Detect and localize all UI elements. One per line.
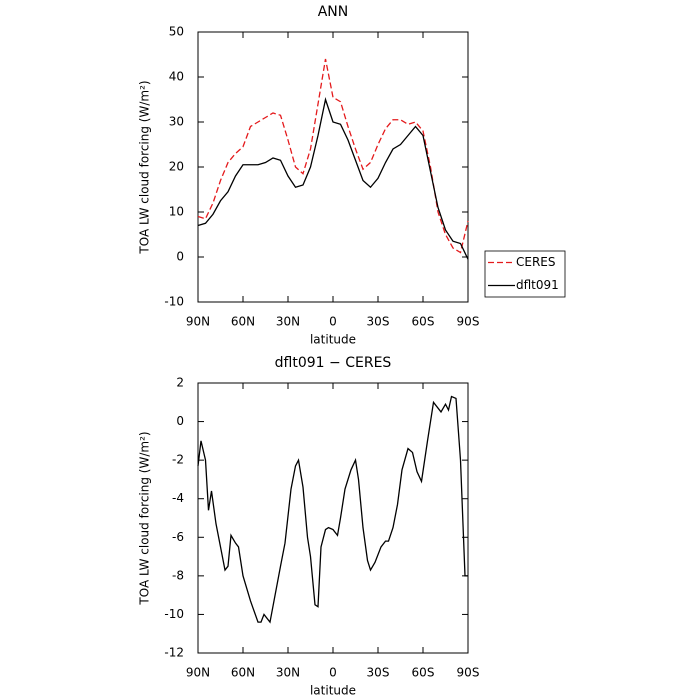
y-tick-label: 2 <box>176 376 184 390</box>
y-tick-label: 10 <box>169 205 184 219</box>
plot-frame <box>197 382 469 654</box>
y-axis-label: TOA LW cloud forcing (W/m²) <box>138 431 152 605</box>
y-tick-label: -10 <box>164 295 184 309</box>
x-tick-label: 60S <box>412 315 435 329</box>
series-line <box>197 97 469 260</box>
series-line <box>197 395 468 624</box>
x-tick-label: 90N <box>186 315 210 329</box>
x-tick-label: 0 <box>329 315 337 329</box>
chart-title: ANN <box>318 4 349 20</box>
y-tick-label: 20 <box>169 160 184 174</box>
series-line <box>197 58 469 254</box>
x-tick-label: 30N <box>276 315 300 329</box>
y-tick-label: -6 <box>172 530 184 544</box>
x-tick-label: 60N <box>231 315 255 329</box>
y-tick-label: -8 <box>172 568 184 582</box>
y-tick-label: -10 <box>164 607 184 621</box>
y-tick-label: 30 <box>169 115 184 129</box>
x-tick-label: 30S <box>367 315 390 329</box>
y-tick-label: 0 <box>176 414 184 428</box>
chart-title: dflt091 − CERES <box>275 355 392 371</box>
x-tick-label: 90N <box>186 666 210 680</box>
legend-box <box>484 250 566 298</box>
x-tick-label: 90S <box>457 666 480 680</box>
legend-label: CERES <box>516 255 556 269</box>
y-tick-label: -2 <box>172 453 184 467</box>
y-tick-label: -4 <box>172 491 184 505</box>
y-tick-label: -12 <box>164 646 184 660</box>
x-tick-label: 30S <box>367 666 390 680</box>
x-axis-label: latitude <box>310 684 356 698</box>
legend-label: dflt091 <box>516 278 559 292</box>
plot-frame <box>197 31 469 303</box>
y-axis-label: TOA LW cloud forcing (W/m²) <box>138 80 152 254</box>
x-tick-label: 60N <box>231 666 255 680</box>
x-axis-label: latitude <box>310 333 356 347</box>
x-tick-label: 30N <box>276 666 300 680</box>
y-tick-label: 50 <box>169 25 184 39</box>
x-tick-label: 90S <box>457 315 480 329</box>
x-tick-label: 60S <box>412 666 435 680</box>
y-tick-label: 0 <box>176 250 184 264</box>
y-tick-label: 40 <box>169 70 184 84</box>
x-tick-label: 0 <box>329 666 337 680</box>
